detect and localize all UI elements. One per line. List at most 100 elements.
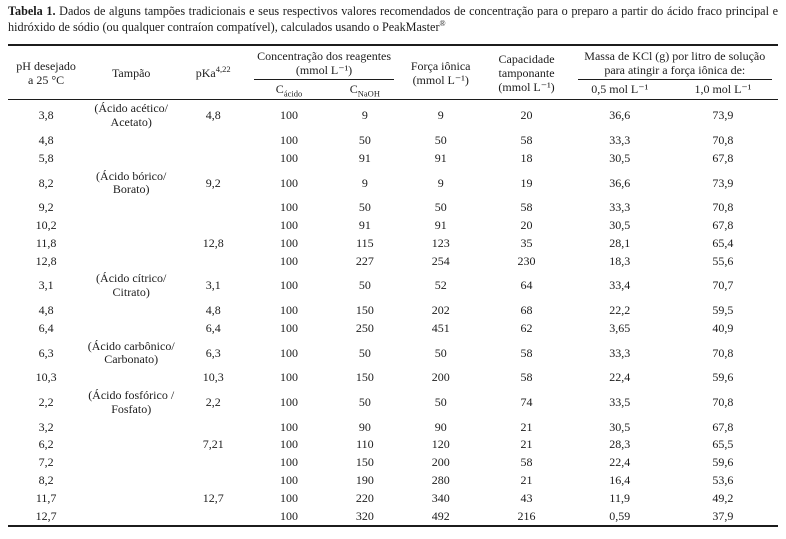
cell-c-naoh: 110 <box>356 437 374 452</box>
col-header-capacidade: Capacidade tamponante (mmol L⁻¹) <box>481 46 572 101</box>
caption-text: Dados de alguns tampões tradicionais e s… <box>8 4 778 34</box>
cell-kcl-10: 70,8 <box>712 200 734 215</box>
cell-c-naoh: 50 <box>358 345 371 360</box>
cell-forca-ionica: 340 <box>431 490 450 505</box>
cell-tampao: (Ácido bórico/ Borato) <box>96 168 167 197</box>
table-row: 8,2 (Ácido bórico/ Borato) 9,2 100 9 9 1… <box>8 168 778 200</box>
cell-c-acido: 100 <box>280 508 299 523</box>
cell-capacidade: 20 <box>520 108 533 123</box>
cell-kcl-10: 67,8 <box>712 150 734 165</box>
cell-capacidade: 43 <box>520 490 533 505</box>
cell-ph: 3,1 <box>38 278 54 293</box>
cell-kcl-05: 18,3 <box>609 253 631 268</box>
cell-c-acido: 100 <box>280 320 299 335</box>
cell-kcl-10: 65,5 <box>712 437 734 452</box>
cell-c-naoh: 250 <box>355 320 374 335</box>
cell-capacidade: 68 <box>520 303 533 318</box>
cell-c-acido: 100 <box>280 345 299 360</box>
cell-kcl-10: 49,2 <box>712 490 734 505</box>
table-row: 7,2 100 150 200 58 22,4 59,6 <box>8 454 778 472</box>
table-row: 6,3 (Ácido carbônico/ Carbonato) 6,3 100… <box>8 338 778 370</box>
cell-forca-ionica: 50 <box>434 133 447 148</box>
cell-c-acido: 100 <box>280 370 299 385</box>
cell-kcl-05: 22,4 <box>609 455 631 470</box>
cell-capacidade: 74 <box>520 394 533 409</box>
cell-tampao: (Ácido cítrico/ Citrato) <box>96 271 167 300</box>
cell-ph: 3,2 <box>38 419 54 434</box>
cell-c-naoh: 115 <box>356 235 374 250</box>
cell-ph: 2,2 <box>38 394 54 409</box>
c-naoh-symbol: C <box>349 82 358 97</box>
cell-forca-ionica: 120 <box>431 437 450 452</box>
cell-ph: 8,2 <box>38 175 54 190</box>
table-header: pH desejado a 25 °C Tampão pKa4,22 Conce… <box>8 46 778 101</box>
table-row: 9,2 100 50 50 58 33,3 70,8 <box>8 199 778 217</box>
cell-forca-ionica: 50 <box>434 345 447 360</box>
cell-c-naoh: 320 <box>355 508 374 523</box>
col-group-concentracao-label: Concentração dos reagentes (mmol L⁻¹) <box>254 49 394 81</box>
cell-kcl-10: 67,8 <box>712 419 734 434</box>
cell-pka: 4,8 <box>205 108 221 123</box>
table-row: 11,8 12,8 100 115 123 35 28,1 65,4 <box>8 235 778 253</box>
cell-ph: 5,8 <box>38 150 54 165</box>
cell-c-acido: 100 <box>280 108 299 123</box>
table-row: 4,8 4,8 100 150 202 68 22,2 59,5 <box>8 302 778 320</box>
cell-c-acido: 100 <box>280 455 299 470</box>
cell-c-naoh: 227 <box>355 253 374 268</box>
cell-kcl-05: 22,4 <box>609 370 631 385</box>
cell-forca-ionica: 280 <box>431 473 450 487</box>
cell-capacidade: 35 <box>520 235 533 250</box>
cell-c-acido: 100 <box>280 253 299 268</box>
cell-pka <box>178 472 248 490</box>
cell-pka: 12,8 <box>202 235 224 250</box>
pka-citation-superscript: 4,22 <box>215 63 231 74</box>
cell-capacidade: 58 <box>520 370 533 385</box>
cell-forca-ionica: 202 <box>431 303 450 318</box>
cell-kcl-05: 36,6 <box>609 175 631 190</box>
cell-capacidade: 21 <box>520 473 533 487</box>
cell-ph: 10,3 <box>35 370 57 385</box>
cell-capacidade: 230 <box>517 253 536 268</box>
cell-forca-ionica: 200 <box>431 455 450 470</box>
table-row: 11,7 12,7 100 220 340 43 11,9 49,2 <box>8 490 778 508</box>
cell-capacidade: 58 <box>520 200 533 215</box>
cell-capacidade: 18 <box>520 150 533 165</box>
cell-tampao: (Ácido fosfórico / Fosfato) <box>88 388 175 416</box>
cell-kcl-05: 0,59 <box>609 508 631 523</box>
cell-c-naoh: 50 <box>358 394 371 409</box>
cell-c-acido: 100 <box>280 133 299 148</box>
cell-pka: 3,1 <box>205 278 221 293</box>
table-row: 5,8 100 91 91 18 30,5 67,8 <box>8 150 778 168</box>
cell-pka: 9,2 <box>205 175 221 190</box>
c-acido-symbol: C <box>275 82 284 97</box>
cell-pka: 2,2 <box>205 394 221 409</box>
cell-kcl-10: 73,9 <box>712 108 734 123</box>
cell-forca-ionica: 254 <box>431 253 450 268</box>
cell-tampao <box>84 235 178 253</box>
table-row: 6,4 6,4 100 250 451 62 3,65 40,9 <box>8 320 778 338</box>
table-row: 3,1 (Ácido cítrico/ Citrato) 3,1 100 50 … <box>8 270 778 302</box>
cell-ph: 11,7 <box>35 490 57 505</box>
buffers-table: pH desejado a 25 °C Tampão pKa4,22 Conce… <box>8 46 778 525</box>
cell-tampao <box>84 253 178 271</box>
cell-capacidade: 20 <box>520 218 533 233</box>
cell-kcl-05: 33,4 <box>609 278 631 293</box>
cell-tampao <box>84 472 178 490</box>
cell-ph: 6,3 <box>38 345 54 360</box>
cell-tampao <box>84 490 178 508</box>
cell-ph: 12,7 <box>35 508 57 523</box>
cell-pka <box>178 454 248 472</box>
cell-c-naoh: 150 <box>355 303 374 318</box>
cell-tampao <box>84 199 178 217</box>
cell-tampao: (Ácido carbônico/ Carbonato) <box>87 338 175 367</box>
cell-c-naoh: 150 <box>355 370 374 385</box>
table-row: 8,2 100 190 280 21 16,4 53,6 <box>8 472 778 490</box>
caption-registered-mark: ® <box>439 18 446 28</box>
cell-c-naoh: 50 <box>358 133 371 148</box>
cell-tampao <box>84 508 178 526</box>
col-group-massa-kcl-label: Massa de KCl (g) por litro de solução pa… <box>577 49 772 81</box>
cell-ph: 4,8 <box>38 303 54 318</box>
cell-capacidade: 21 <box>520 437 533 452</box>
c-naoh-subscript: NaOH <box>357 88 380 99</box>
cell-kcl-05: 30,5 <box>609 419 631 434</box>
